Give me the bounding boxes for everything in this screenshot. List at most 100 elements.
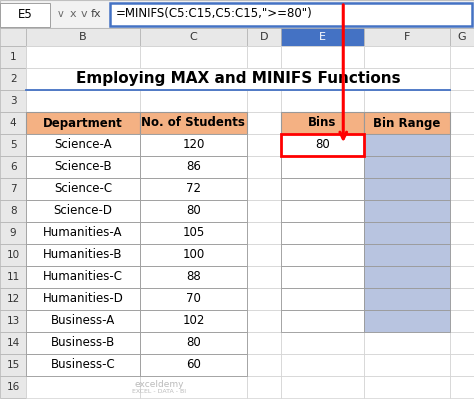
FancyBboxPatch shape (281, 112, 364, 134)
FancyBboxPatch shape (247, 266, 281, 288)
FancyBboxPatch shape (247, 376, 281, 398)
FancyBboxPatch shape (364, 68, 450, 90)
FancyBboxPatch shape (26, 134, 140, 156)
FancyBboxPatch shape (0, 134, 26, 156)
FancyBboxPatch shape (26, 332, 140, 354)
Text: E: E (319, 32, 326, 42)
FancyBboxPatch shape (26, 68, 450, 90)
Text: 16: 16 (7, 382, 20, 392)
FancyBboxPatch shape (140, 222, 247, 244)
Text: Bin Range: Bin Range (374, 116, 441, 129)
FancyBboxPatch shape (26, 90, 140, 112)
Text: 88: 88 (186, 271, 201, 284)
FancyBboxPatch shape (26, 332, 140, 354)
Text: C: C (190, 32, 197, 42)
FancyBboxPatch shape (364, 46, 450, 68)
FancyBboxPatch shape (450, 376, 474, 398)
Text: Science-D: Science-D (54, 204, 112, 217)
FancyBboxPatch shape (26, 200, 140, 222)
FancyBboxPatch shape (247, 288, 281, 310)
Text: G: G (458, 32, 466, 42)
FancyBboxPatch shape (247, 156, 281, 178)
FancyBboxPatch shape (364, 244, 450, 266)
FancyBboxPatch shape (140, 266, 247, 288)
FancyBboxPatch shape (281, 266, 364, 288)
FancyBboxPatch shape (364, 112, 450, 134)
FancyBboxPatch shape (281, 288, 364, 310)
FancyBboxPatch shape (140, 200, 247, 222)
Text: 7: 7 (10, 184, 17, 194)
FancyBboxPatch shape (247, 178, 281, 200)
FancyBboxPatch shape (26, 134, 140, 156)
FancyBboxPatch shape (140, 46, 247, 68)
FancyBboxPatch shape (364, 244, 450, 266)
FancyBboxPatch shape (26, 266, 140, 288)
FancyBboxPatch shape (247, 28, 281, 46)
FancyBboxPatch shape (281, 376, 364, 398)
FancyBboxPatch shape (140, 288, 247, 310)
Text: x: x (70, 9, 76, 19)
Text: 2: 2 (10, 74, 17, 84)
FancyBboxPatch shape (0, 178, 26, 200)
FancyBboxPatch shape (0, 288, 26, 310)
FancyBboxPatch shape (0, 28, 26, 46)
FancyBboxPatch shape (247, 134, 281, 156)
FancyBboxPatch shape (364, 310, 450, 332)
Text: No. of Students: No. of Students (141, 116, 246, 129)
FancyBboxPatch shape (26, 178, 140, 200)
FancyBboxPatch shape (0, 112, 26, 134)
FancyBboxPatch shape (247, 112, 281, 134)
FancyBboxPatch shape (140, 28, 247, 46)
FancyBboxPatch shape (450, 156, 474, 178)
FancyBboxPatch shape (450, 332, 474, 354)
FancyBboxPatch shape (450, 112, 474, 134)
FancyBboxPatch shape (0, 266, 26, 288)
Text: Humanities-D: Humanities-D (43, 293, 123, 306)
FancyBboxPatch shape (140, 310, 247, 332)
Text: 86: 86 (186, 160, 201, 173)
Text: 70: 70 (186, 293, 201, 306)
FancyBboxPatch shape (364, 288, 450, 310)
FancyBboxPatch shape (0, 310, 26, 332)
Text: 1: 1 (10, 52, 17, 62)
FancyBboxPatch shape (281, 200, 364, 222)
FancyBboxPatch shape (140, 112, 247, 134)
Text: =MINIFS(C5:C15,C5:C15,">=80"): =MINIFS(C5:C15,C5:C15,">=80") (116, 7, 313, 20)
FancyBboxPatch shape (0, 3, 50, 27)
FancyBboxPatch shape (281, 178, 364, 200)
FancyBboxPatch shape (364, 288, 450, 310)
FancyBboxPatch shape (364, 28, 450, 46)
Text: Employing MAX and MINIFS Functions: Employing MAX and MINIFS Functions (76, 72, 401, 87)
FancyBboxPatch shape (281, 134, 364, 156)
Text: Humanities-B: Humanities-B (43, 249, 123, 262)
Text: 10: 10 (7, 250, 20, 260)
Text: 14: 14 (7, 338, 20, 348)
FancyBboxPatch shape (364, 134, 450, 156)
FancyBboxPatch shape (364, 376, 450, 398)
FancyBboxPatch shape (26, 244, 140, 266)
FancyBboxPatch shape (140, 200, 247, 222)
FancyBboxPatch shape (247, 332, 281, 354)
FancyBboxPatch shape (281, 156, 364, 178)
Text: 72: 72 (186, 182, 201, 195)
FancyBboxPatch shape (26, 244, 140, 266)
FancyBboxPatch shape (247, 90, 281, 112)
FancyBboxPatch shape (281, 310, 364, 332)
FancyBboxPatch shape (0, 90, 26, 112)
FancyBboxPatch shape (247, 222, 281, 244)
FancyBboxPatch shape (140, 178, 247, 200)
FancyBboxPatch shape (247, 354, 281, 376)
Text: Department: Department (43, 116, 123, 129)
Text: Bins: Bins (308, 116, 337, 129)
Text: 100: 100 (182, 249, 205, 262)
FancyBboxPatch shape (364, 354, 450, 376)
FancyBboxPatch shape (140, 112, 247, 134)
Text: Business-C: Business-C (51, 359, 115, 372)
FancyBboxPatch shape (450, 28, 474, 46)
FancyBboxPatch shape (364, 90, 450, 112)
FancyBboxPatch shape (450, 354, 474, 376)
FancyBboxPatch shape (281, 134, 364, 156)
FancyBboxPatch shape (364, 332, 450, 354)
FancyBboxPatch shape (26, 288, 140, 310)
FancyBboxPatch shape (0, 376, 26, 398)
